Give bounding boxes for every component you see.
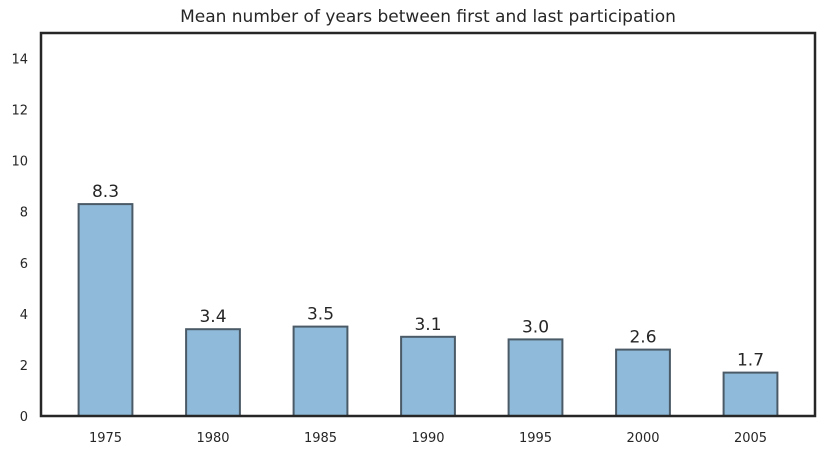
x-tick-label-1985: 1985 <box>304 431 337 446</box>
bar-2000 <box>615 348 671 418</box>
data-labels-group: 8.3 3.4 3.5 3.1 3.0 2.6 1.7 <box>92 182 764 371</box>
bar-2005 <box>722 371 779 418</box>
bar-1980 <box>185 328 241 418</box>
y-tick-label-12: 12 <box>11 104 28 119</box>
y-tick-label-4: 4 <box>20 308 28 323</box>
y-tick-label-0: 0 <box>20 410 28 425</box>
y-tick-label-14: 14 <box>11 53 28 68</box>
bars-group <box>77 203 779 418</box>
data-label-1995: 3.0 <box>522 317 549 337</box>
plot-frame <box>39 31 817 418</box>
bar-1975 <box>77 203 134 417</box>
data-label-1975: 8.3 <box>92 182 119 202</box>
data-label-1980: 3.4 <box>199 307 226 327</box>
data-label-1990: 3.1 <box>414 315 441 335</box>
x-tick-label-1990: 1990 <box>411 431 444 446</box>
x-tick-label-2000: 2000 <box>626 431 659 446</box>
chart-title: Mean number of years between first and l… <box>180 7 676 27</box>
bar-1995 <box>507 338 564 417</box>
x-tick-label-1980: 1980 <box>196 431 229 446</box>
x-axis-ticks: 1975 1980 1985 1990 1995 2000 2005 <box>89 431 767 446</box>
y-axis-ticks: 0 2 4 6 8 10 12 14 <box>11 53 28 426</box>
y-tick-label-8: 8 <box>20 206 28 221</box>
y-tick-label-6: 6 <box>20 257 28 272</box>
y-tick-label-2: 2 <box>20 359 28 374</box>
bar-1985 <box>292 325 349 418</box>
x-tick-label-1995: 1995 <box>519 431 552 446</box>
data-label-1985: 3.5 <box>307 305 334 325</box>
data-label-2000: 2.6 <box>629 328 656 348</box>
bar-1990 <box>400 335 456 417</box>
x-tick-label-1975: 1975 <box>89 431 122 446</box>
y-tick-label-10: 10 <box>11 155 28 170</box>
data-label-2005: 1.7 <box>737 351 764 371</box>
x-tick-label-2005: 2005 <box>734 431 767 446</box>
